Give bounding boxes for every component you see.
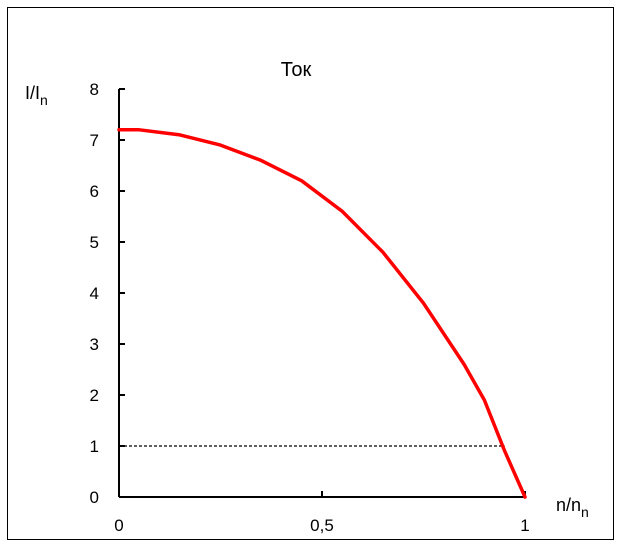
axes: 0 1 2 3 4 5 6 7 8 0 0,5 1 [90, 80, 530, 535]
x-tick-label: 0 [114, 516, 123, 535]
data-point [523, 495, 527, 499]
data-point [219, 143, 222, 147]
y-tick-label: 4 [90, 284, 99, 303]
y-tick-label: 1 [90, 437, 99, 456]
y-tick-label: 5 [90, 233, 99, 252]
data-point [462, 363, 466, 366]
x-tick-label: 0,5 [310, 516, 334, 535]
y-axis-label: I/In [25, 83, 48, 108]
data-point [178, 133, 182, 137]
chart-title: Ток [281, 59, 312, 81]
current-chart: Ток I/In n/nn 0 1 2 3 4 5 6 7 8 0 0,5 1 [25, 59, 589, 535]
data-point [483, 398, 486, 402]
series-group [117, 128, 527, 499]
series-line [117, 128, 527, 499]
data-point [138, 128, 141, 131]
data-point [341, 210, 344, 213]
data-point [300, 179, 303, 182]
x-tick-label: 1 [520, 516, 529, 535]
data-point [381, 251, 385, 254]
x-axis-label: n/nn [556, 495, 589, 520]
y-tick-label: 3 [90, 335, 99, 354]
y-tick-label: 6 [90, 182, 99, 201]
y-tick-label: 7 [90, 131, 99, 150]
y-tick-label: 0 [90, 488, 99, 507]
chart-frame: Ток I/In n/nn 0 1 2 3 4 5 6 7 8 0 0,5 1 [7, 7, 614, 540]
data-point [503, 449, 506, 453]
y-tick-label: 8 [90, 80, 99, 99]
data-point [259, 159, 263, 162]
data-point [422, 302, 425, 305]
data-point [117, 128, 121, 131]
y-tick-label: 2 [90, 386, 99, 405]
